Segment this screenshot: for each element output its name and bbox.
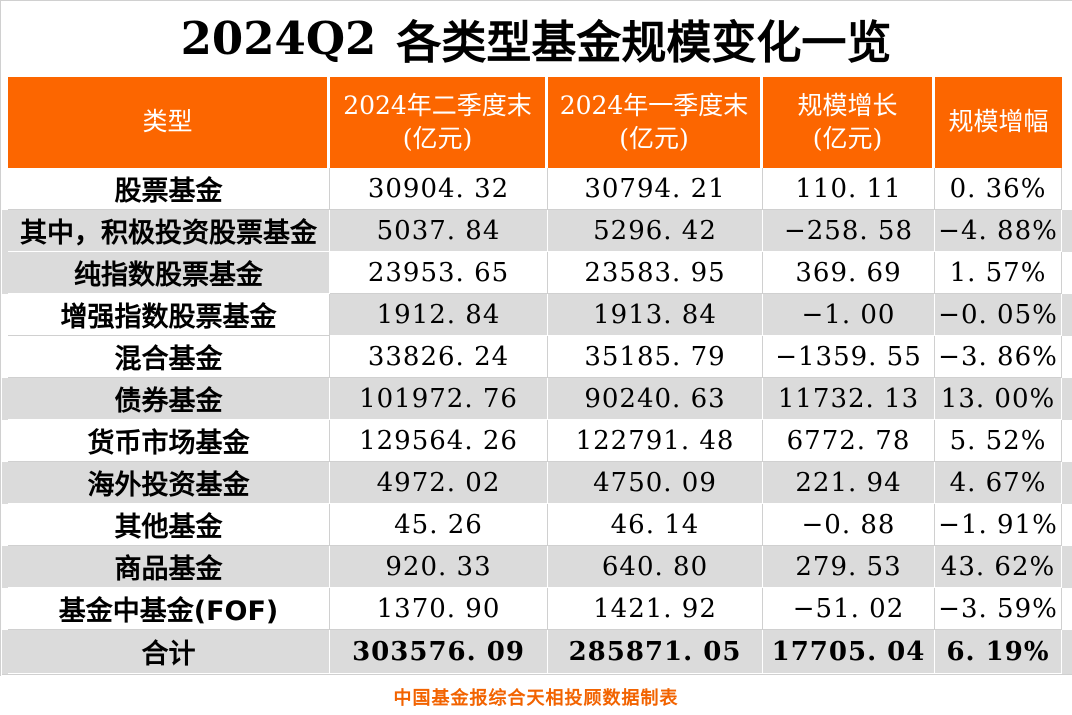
table-row: 货币市场基金 129564. 26 122791. 48 6772. 78 5.…	[2, 420, 1072, 462]
title-quarter: 2024Q2	[180, 12, 377, 65]
cell-q1-end: 90240. 63	[548, 378, 763, 420]
cell-q1-end: 1421. 92	[548, 588, 763, 630]
table-row: 其中，积极投资股票基金 5037. 84 5296. 42 −258. 58 −…	[2, 210, 1072, 252]
cell-q1-end: 4750. 09	[548, 462, 763, 504]
cell-growth: 6772. 78	[763, 420, 935, 462]
cell-fund-type: 其他基金	[8, 504, 330, 546]
table-row: 债券基金 101972. 76 90240. 63 11732. 13 13. …	[2, 378, 1072, 420]
cell-growth: 11732. 13	[763, 378, 935, 420]
cell-fund-type: 海外投资基金	[8, 462, 330, 504]
cell-fund-type: 债券基金	[8, 378, 330, 420]
page-title: 2024Q2 各类型基金规模变化一览	[0, 0, 1072, 77]
cell-growth: −1359. 55	[763, 336, 935, 378]
cell-q1-end: 5296. 42	[548, 210, 763, 252]
cell-q2-end: 1370. 90	[330, 588, 548, 630]
cell-growth: −51. 02	[763, 588, 935, 630]
cell-growth-pct: −4. 88%	[935, 210, 1062, 252]
data-source-note: 中国基金报综合天相投顾数据制表	[393, 688, 679, 709]
table-body: 股票基金 30904. 32 30794. 21 110. 11 0. 36% …	[2, 168, 1072, 674]
table-row: 混合基金 33826. 24 35185. 79 −1359. 55 −3. 8…	[2, 336, 1072, 378]
cell-fund-type: 基金中基金(FOF)	[8, 588, 330, 630]
fund-scale-table: 类型 2024年二季度末 (亿元) 2024年一季度末 (亿元) 规模增长 (亿…	[2, 77, 1072, 675]
cell-fund-type: 合计	[8, 630, 330, 674]
column-header-q1-end: 2024年一季度末 (亿元)	[548, 77, 763, 168]
header-left-margin	[2, 77, 8, 168]
header-right-margin	[1062, 77, 1072, 168]
cell-q1-end: 640. 80	[548, 546, 763, 588]
table-row: 纯指数股票基金 23953. 65 23583. 95 369. 69 1. 5…	[2, 252, 1072, 294]
cell-growth-pct: −3. 59%	[935, 588, 1062, 630]
cell-growth-pct: 43. 62%	[935, 546, 1062, 588]
cell-growth-pct: −0. 05%	[935, 294, 1062, 336]
column-header-growth-pct: 规模增幅	[935, 77, 1062, 168]
cell-q2-end: 1912. 84	[330, 294, 548, 336]
cell-growth: −1. 00	[763, 294, 935, 336]
cell-growth-pct: −1. 91%	[935, 504, 1062, 546]
cell-fund-type: 商品基金	[8, 546, 330, 588]
cell-q2-end: 303576. 09	[330, 630, 548, 674]
cell-growth-pct: 6. 19%	[935, 630, 1062, 674]
cell-q2-end: 45. 26	[330, 504, 548, 546]
table-row: 商品基金 920. 33 640. 80 279. 53 43. 62%	[2, 546, 1072, 588]
cell-growth: 17705. 04	[763, 630, 935, 674]
cell-q2-end: 4972. 02	[330, 462, 548, 504]
cell-growth-pct: 4. 67%	[935, 462, 1062, 504]
cell-q1-end: 122791. 48	[548, 420, 763, 462]
cell-growth: 221. 94	[763, 462, 935, 504]
column-header-type: 类型	[8, 77, 330, 168]
cell-q2-end: 920. 33	[330, 546, 548, 588]
table-row: 增强指数股票基金 1912. 84 1913. 84 −1. 00 −0. 05…	[2, 294, 1072, 336]
left-border-line	[0, 0, 1, 676]
cell-growth: 110. 11	[763, 168, 935, 210]
column-header-type-label: 类型	[142, 107, 193, 137]
cell-q2-end: 30904. 32	[330, 168, 548, 210]
cell-fund-type: 混合基金	[8, 336, 330, 378]
cell-fund-type: 股票基金	[8, 168, 330, 210]
table-header: 类型 2024年二季度末 (亿元) 2024年一季度末 (亿元) 规模增长 (亿…	[2, 77, 1072, 168]
cell-growth: −258. 58	[763, 210, 935, 252]
cell-growth-pct: 1. 57%	[935, 252, 1062, 294]
cell-q1-end: 285871. 05	[548, 630, 763, 674]
table-row-total: 合计 303576. 09 285871. 05 17705. 04 6. 19…	[2, 630, 1072, 674]
cell-q2-end: 33826. 24	[330, 336, 548, 378]
cell-growth: 369. 69	[763, 252, 935, 294]
column-header-q2-end: 2024年二季度末 (亿元)	[330, 77, 548, 168]
title-text: 各类型基金规模变化一览	[396, 16, 892, 69]
cell-q2-end: 5037. 84	[330, 210, 548, 252]
cell-q1-end: 46. 14	[548, 504, 763, 546]
cell-q1-end: 23583. 95	[548, 252, 763, 294]
cell-fund-type: 增强指数股票基金	[8, 294, 330, 336]
table-row: 股票基金 30904. 32 30794. 21 110. 11 0. 36%	[2, 168, 1072, 210]
cell-growth: 279. 53	[763, 546, 935, 588]
table-row: 基金中基金(FOF) 1370. 90 1421. 92 −51. 02 −3.…	[2, 588, 1072, 630]
cell-fund-type: 纯指数股票基金	[8, 252, 330, 294]
table-row: 海外投资基金 4972. 02 4750. 09 221. 94 4. 67%	[2, 462, 1072, 504]
cell-growth-pct: 5. 52%	[935, 420, 1062, 462]
header-row: 类型 2024年二季度末 (亿元) 2024年一季度末 (亿元) 规模增长 (亿…	[2, 77, 1072, 168]
cell-q2-end: 23953. 65	[330, 252, 548, 294]
cell-fund-type: 货币市场基金	[8, 420, 330, 462]
cell-q2-end: 101972. 76	[330, 378, 548, 420]
cell-q2-end: 129564. 26	[330, 420, 548, 462]
top-border-line	[0, 0, 1072, 1]
cell-q1-end: 35185. 79	[548, 336, 763, 378]
cell-growth: −0. 88	[763, 504, 935, 546]
cell-growth-pct: 0. 36%	[935, 168, 1062, 210]
cell-growth-pct: 13. 00%	[935, 378, 1062, 420]
cell-q1-end: 30794. 21	[548, 168, 763, 210]
cell-growth-pct: −3. 86%	[935, 336, 1062, 378]
cell-fund-type: 其中，积极投资股票基金	[8, 210, 330, 252]
column-header-growth: 规模增长 (亿元)	[763, 77, 935, 168]
cell-q1-end: 1913. 84	[548, 294, 763, 336]
table-row: 其他基金 45. 26 46. 14 −0. 88 −1. 91%	[2, 504, 1072, 546]
